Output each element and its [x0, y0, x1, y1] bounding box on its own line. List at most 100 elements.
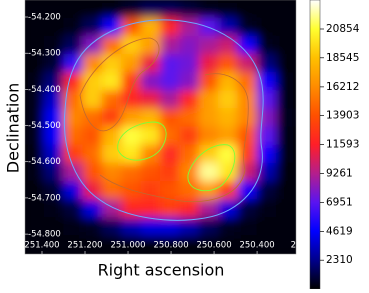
pixel	[82, 217, 103, 237]
pixel	[82, 162, 103, 182]
pixel	[140, 72, 161, 92]
pixel	[198, 72, 220, 92]
pixel	[160, 17, 181, 37]
pixel	[237, 162, 258, 182]
pixel	[179, 144, 200, 164]
contour-outer	[63, 19, 264, 221]
pixel	[63, 235, 84, 254]
pixel	[140, 217, 161, 237]
pixel	[43, 217, 65, 237]
pixel	[160, 180, 181, 201]
pixel	[25, 72, 45, 92]
contour-inner	[187, 144, 236, 192]
pixel	[218, 53, 239, 74]
pixel	[63, 72, 84, 92]
contours	[63, 19, 264, 221]
pixel	[198, 53, 220, 74]
pixel	[256, 180, 278, 201]
pixel	[101, 53, 123, 74]
pixel	[276, 72, 296, 92]
pixel	[218, 162, 239, 182]
pixel	[140, 180, 161, 201]
pixel	[82, 90, 103, 110]
pixel	[140, 90, 161, 110]
pixel	[140, 17, 161, 37]
pixel	[179, 199, 200, 219]
pixel	[121, 108, 142, 128]
pixel	[43, 0, 65, 19]
pixel	[179, 72, 200, 92]
pixel	[82, 17, 103, 37]
pixel	[276, 180, 296, 201]
pixel	[82, 180, 103, 201]
pixel	[25, 108, 45, 128]
pixel	[63, 90, 84, 110]
pixel	[218, 235, 239, 254]
pixel	[82, 199, 103, 219]
x-tick-label: 251.200	[67, 241, 102, 251]
pixel	[198, 0, 220, 19]
pixel	[43, 35, 65, 55]
pixel	[256, 108, 278, 128]
pixel	[121, 162, 142, 182]
pixel	[121, 126, 142, 146]
pixel	[101, 162, 123, 182]
pixel	[101, 0, 123, 19]
pixel	[179, 0, 200, 19]
pixel	[82, 72, 103, 92]
colorbar-tick-label: 20854	[326, 23, 360, 35]
pixel	[237, 180, 258, 201]
pixel	[160, 0, 181, 19]
pixel	[256, 0, 278, 19]
pixel	[218, 180, 239, 201]
pixel	[63, 180, 84, 201]
pixel	[25, 90, 45, 110]
pixel	[101, 235, 123, 254]
pixel	[276, 108, 296, 128]
pixel	[218, 72, 239, 92]
pixel	[140, 162, 161, 182]
pixel	[198, 144, 220, 164]
pixel	[140, 108, 161, 128]
pixel	[63, 217, 84, 237]
pixel	[218, 90, 239, 110]
pixel	[101, 199, 123, 219]
pixel	[256, 35, 278, 55]
pixel	[63, 0, 84, 19]
pixel	[276, 217, 296, 237]
pixel	[218, 126, 239, 146]
pixel	[121, 90, 142, 110]
pixel	[121, 199, 142, 219]
pixel	[276, 199, 296, 219]
pixel	[198, 217, 220, 237]
pixel	[121, 35, 142, 55]
pixel	[237, 199, 258, 219]
pixel	[43, 162, 65, 182]
pixel	[43, 72, 65, 92]
pixel	[121, 144, 142, 164]
pixel	[140, 235, 161, 254]
pixel	[198, 126, 220, 146]
pixel	[82, 144, 103, 164]
pixel	[237, 235, 258, 254]
pixel	[160, 90, 181, 110]
colorbar-tick-label: 13903	[326, 110, 359, 122]
pixel	[218, 17, 239, 37]
x-tick-label: 251.000	[110, 241, 145, 251]
pixel	[43, 17, 65, 37]
pixel	[121, 53, 142, 74]
heatmap-cells	[25, 0, 296, 254]
pixel	[101, 180, 123, 201]
pixel	[43, 199, 65, 219]
x-tick-label: 250.600	[196, 241, 231, 251]
pixel	[198, 162, 220, 182]
pixel	[82, 126, 103, 146]
pixel	[179, 35, 200, 55]
pixel	[256, 53, 278, 74]
image-frame	[24, 0, 297, 255]
pixel	[256, 199, 278, 219]
pixel	[198, 199, 220, 219]
pixel	[256, 162, 278, 182]
pixel	[237, 72, 258, 92]
pixel	[256, 90, 278, 110]
